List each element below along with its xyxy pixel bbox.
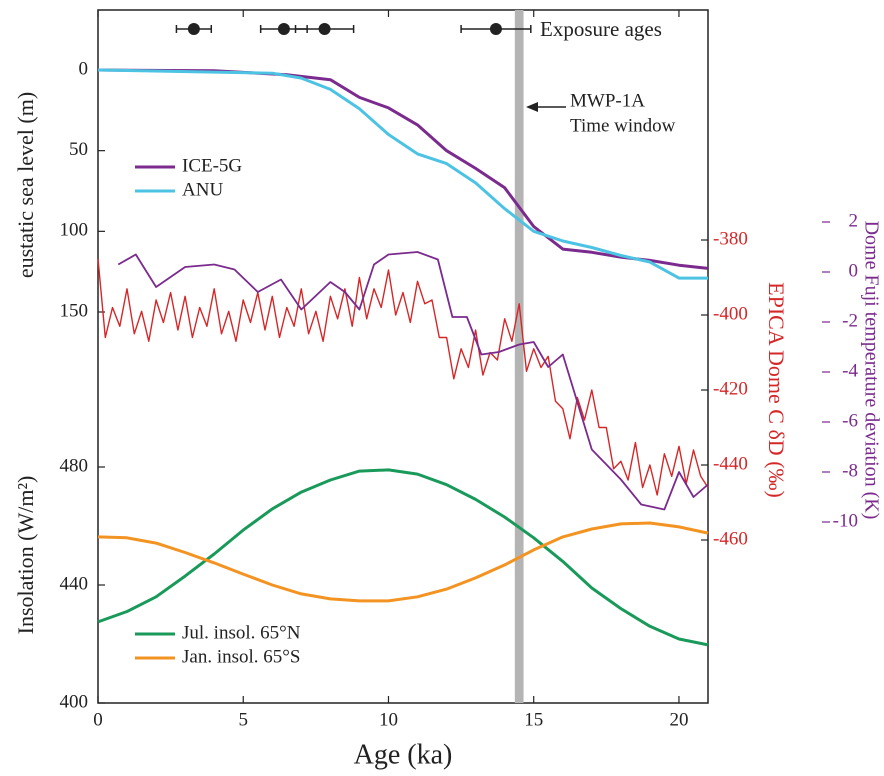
y-tick-label: 480	[60, 455, 89, 476]
annotation-arrowhead	[526, 102, 538, 112]
y3-tick-label: -4	[842, 360, 858, 381]
y2-tick-label: -380	[713, 228, 748, 249]
y-tick-label: 400	[60, 691, 89, 712]
x-tick-label: 15	[524, 709, 543, 730]
exposure-age	[318, 23, 331, 35]
legend-label: ANU	[182, 179, 223, 200]
dome-fuji-line	[117, 251, 709, 511]
epica-axis-title: EPICA Dome C δD (‰)	[764, 282, 789, 498]
y2-tick-label: -420	[713, 378, 748, 399]
time-window	[514, 10, 524, 703]
legend-label: ICE-5G	[182, 155, 242, 176]
y3-tick-label: -2	[842, 310, 858, 331]
sea-level-axis-title: eustatic sea level (m)	[13, 92, 38, 278]
exposure-age	[489, 23, 502, 35]
annotation-label: MWP-1A	[570, 90, 645, 111]
y-tick-label: 150	[60, 300, 89, 321]
y-tick-label: 50	[69, 139, 88, 160]
annotation-sublabel: Time window	[570, 115, 676, 136]
x-tick-label: 0	[93, 709, 103, 730]
x-tick-label: 20	[669, 709, 688, 730]
legend-label: Jul. insol. 65°N	[182, 622, 301, 643]
x-axis-title: Age (ka)	[354, 739, 453, 770]
y3-tick-label: -6	[842, 410, 858, 431]
exposure-label: Exposure ages	[540, 17, 662, 41]
y3-tick-label: -10	[833, 510, 858, 531]
y-tick-label: 100	[60, 220, 89, 241]
x-tick-label: 10	[379, 709, 398, 730]
insolation-line	[97, 521, 709, 603]
y2-tick-label: -440	[713, 453, 748, 474]
y-tick-label: 0	[79, 58, 89, 79]
y3-tick-label: 2	[849, 210, 859, 231]
epica-line	[97, 258, 709, 496]
y-tick-label: 440	[60, 573, 89, 594]
y2-tick-label: -460	[713, 528, 748, 549]
y2-tick-label: -400	[713, 303, 748, 324]
insolation-line	[97, 468, 709, 647]
exposure-age	[277, 23, 290, 35]
sea_level-line	[97, 68, 708, 280]
plot-frame	[97, 9, 709, 704]
insolation-axis-title: Insolation (W/m²)	[13, 476, 38, 635]
dome-fuji-axis-title: Dome Fuji temperature deviation (K)	[860, 221, 882, 520]
exposure-age	[187, 23, 200, 35]
legend-label: Jan. insol. 65°S	[182, 646, 300, 667]
x-tick-label: 5	[238, 709, 248, 730]
y3-tick-label: 0	[849, 260, 859, 281]
y3-tick-label: -8	[842, 460, 858, 481]
